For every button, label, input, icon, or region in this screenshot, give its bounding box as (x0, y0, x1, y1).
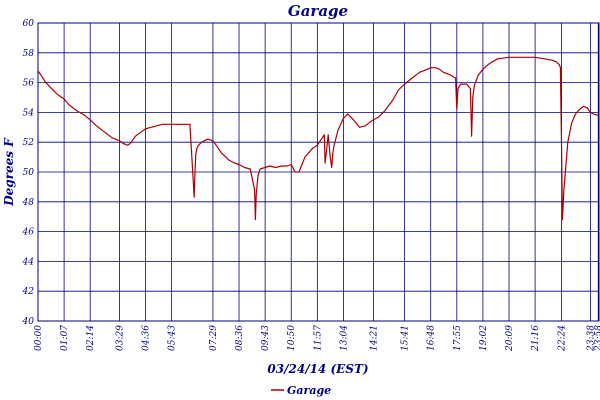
x-tick-label: 08:36 (235, 325, 245, 351)
x-tick-label: 19:02 (479, 325, 489, 351)
x-tick-label: 09:43 (261, 325, 271, 351)
x-tick-label: 03:29 (115, 325, 125, 351)
x-tick-label: 11:57 (313, 325, 323, 351)
x-tick-label: 21:16 (531, 325, 541, 352)
x-tick-label: 23:58 (594, 325, 600, 352)
y-tick-label: 50 (23, 168, 35, 178)
y-tick-label: 48 (22, 198, 35, 208)
x-tick-label: 04:36 (142, 325, 152, 351)
y-tick-label: 58 (23, 49, 35, 59)
y-tick-label: 56 (23, 79, 35, 89)
x-tick-label: 20:09 (505, 325, 515, 352)
x-tick-label: 22:24 (558, 325, 568, 352)
x-tick-label: 07:29 (209, 325, 219, 351)
x-tick-label: 17:55 (453, 325, 463, 351)
x-tick-label: 14:21 (369, 325, 379, 351)
y-tick-label: 54 (23, 108, 35, 118)
y-tick-label: 44 (22, 257, 35, 267)
y-tick-label: 42 (22, 287, 35, 297)
x-tick-label: 00:00 (34, 325, 44, 351)
x-tick-label: 01:07 (60, 325, 70, 351)
y-tick-labels: 40 42 44 46 48 50 52 54 56 58 60 (22, 19, 35, 327)
legend: Garage (271, 384, 331, 397)
x-tick-label: 15:41 (401, 325, 411, 351)
plot-border (37, 22, 600, 322)
x-tick-label: 05:43 (168, 325, 178, 351)
series-line-garage (37, 56, 599, 221)
y-tick-label: 40 (22, 317, 35, 327)
y-tick-label: 46 (22, 228, 35, 238)
y-axis-title: Degrees F (2, 137, 16, 207)
x-tick-label: 10:50 (287, 325, 297, 351)
x-axis-title: 03/24/14 (EST) (267, 362, 368, 376)
legend-label: Garage (287, 384, 331, 397)
series-layer (37, 56, 599, 221)
grid (37, 22, 599, 322)
x-tick-label: 02:14 (86, 325, 96, 351)
chart-title: Garage (288, 2, 348, 20)
y-tick-label: 52 (23, 138, 35, 148)
x-tick-label: 16:48 (427, 325, 437, 351)
y-tick-label: 60 (23, 19, 35, 29)
x-tick-label: 13:04 (339, 325, 349, 351)
x-tick-labels: 00:00 01:07 02:14 03:29 04:36 05:43 07:29 08:36… (34, 325, 600, 352)
x-tick-label: 23:38 (586, 325, 596, 352)
